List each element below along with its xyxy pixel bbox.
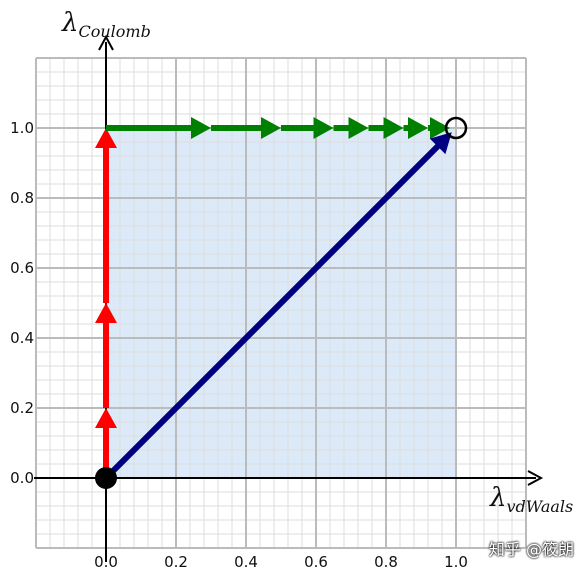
- start-point: [95, 467, 117, 489]
- path-segment: [103, 138, 446, 481]
- transformation-paths: [95, 117, 452, 481]
- y-tick-label: 0.4: [10, 329, 34, 347]
- y-tick-label: 0.8: [10, 189, 34, 207]
- y-tick-label: 0.0: [10, 469, 34, 487]
- x-tick-label: 0.0: [94, 553, 118, 571]
- path-arrowhead: [191, 117, 211, 139]
- path-arrowhead: [95, 303, 117, 323]
- path-arrowhead: [429, 132, 452, 155]
- x-tick-label: 0.4: [234, 553, 258, 571]
- end-point: [444, 116, 468, 140]
- path-arrowhead: [408, 117, 428, 139]
- y-tick-label: 0.2: [10, 399, 34, 417]
- path-arrowhead: [383, 117, 404, 139]
- x-tick-label: 1.0: [444, 553, 468, 571]
- x-axis-label: λvdWaals: [489, 483, 573, 516]
- y-tick-label: 0.6: [10, 259, 34, 277]
- path-endpoints: [95, 116, 468, 489]
- x-axis-lambda: λ: [489, 483, 506, 513]
- path-arrowhead: [95, 408, 117, 428]
- y-axis-subscript: Coulomb: [78, 22, 150, 41]
- x-tick-label: 0.8: [374, 553, 398, 571]
- y-tick-labels: 0.0 0.2 0.4 0.6 0.8 1.0: [10, 119, 34, 487]
- x-tick-labels: 0.0 0.2 0.4 0.6 0.8 1.0: [94, 553, 468, 571]
- x-axis-subscript: vdWaals: [506, 497, 573, 516]
- x-tick-label: 0.6: [304, 553, 328, 571]
- path-arrowhead: [348, 117, 369, 139]
- path-arrowhead: [313, 117, 334, 139]
- x-tick-label: 0.2: [164, 553, 188, 571]
- y-axis-arrow: [98, 34, 114, 51]
- path-arrowhead: [95, 128, 117, 148]
- path-arrowhead: [261, 117, 281, 139]
- y-tick-label: 1.0: [10, 119, 34, 137]
- path-arrowhead: [430, 117, 450, 139]
- y-axis-label: λCoulomb: [61, 8, 151, 41]
- y-axis-lambda: λ: [61, 8, 78, 38]
- watermark: 知乎 @筱朗: [488, 540, 574, 559]
- x-axis-arrow: [527, 470, 544, 486]
